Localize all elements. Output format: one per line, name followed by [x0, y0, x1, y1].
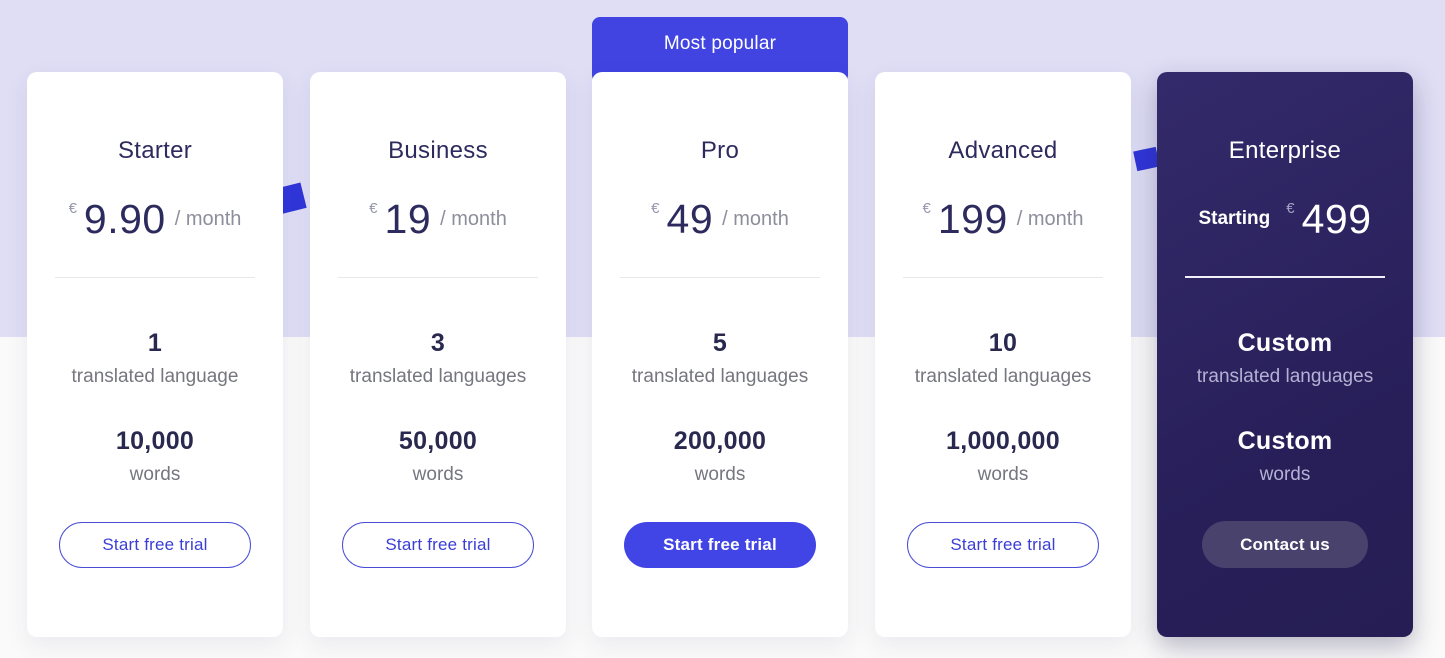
- languages-label: translated languages: [631, 366, 809, 387]
- price-row: € 9.90 / month: [69, 195, 242, 243]
- price-period: / month: [440, 207, 507, 230]
- plan-name: Business: [388, 137, 488, 164]
- words-label: words: [1259, 464, 1311, 485]
- languages-value: 10: [988, 329, 1018, 357]
- languages-label: translated languages: [349, 366, 527, 387]
- words-label: words: [129, 464, 181, 485]
- divider: [55, 277, 255, 278]
- words-value: 10,000: [115, 427, 195, 455]
- currency-symbol: €: [68, 200, 77, 217]
- plan-name: Enterprise: [1228, 137, 1342, 164]
- plan-card-starter: Starter € 9.90 / month 1 translated lang…: [27, 72, 283, 637]
- languages-value: 5: [712, 329, 728, 357]
- languages-value: 1: [147, 329, 163, 357]
- price-row: € 19 / month: [369, 195, 507, 243]
- plan-name: Pro: [700, 137, 740, 164]
- price-period: / month: [174, 207, 242, 230]
- words-label: words: [977, 464, 1029, 485]
- price-amount: 19: [384, 195, 432, 242]
- price-amount: 9.90: [83, 195, 166, 242]
- start-free-trial-button[interactable]: Start free trial: [624, 522, 816, 568]
- words-value: 1,000,000: [946, 427, 1060, 455]
- plan-name: Advanced: [948, 137, 1058, 164]
- plan-card-enterprise: Enterprise Starting € 499 Custom transla…: [1157, 72, 1413, 637]
- plan-name: Starter: [117, 137, 193, 164]
- divider: [620, 277, 820, 278]
- words-label: words: [694, 464, 746, 485]
- divider: [1185, 276, 1385, 278]
- price-row: € 49 / month: [651, 195, 789, 243]
- price-amount: 499: [1301, 195, 1372, 242]
- plan-card-business: Business € 19 / month 3 translated langu…: [310, 72, 566, 637]
- words-label: words: [412, 464, 464, 485]
- contact-us-button[interactable]: Contact us: [1202, 521, 1368, 568]
- plan-card-advanced: Advanced € 199 / month 10 translated lan…: [875, 72, 1131, 637]
- divider: [338, 277, 538, 278]
- price-amount: 49: [666, 195, 714, 242]
- currency-symbol: €: [651, 200, 660, 217]
- words-value: 50,000: [398, 427, 478, 455]
- plan-card-pro: Pro € 49 / month 5 translated languages …: [592, 72, 848, 637]
- words-value: Custom: [1237, 427, 1333, 455]
- price-row: € 199 / month: [923, 195, 1084, 243]
- price-row: Starting € 499: [1198, 195, 1371, 243]
- price-prefix: Starting: [1198, 208, 1271, 229]
- currency-symbol: €: [369, 200, 378, 217]
- most-popular-badge-label: Most popular: [663, 33, 777, 54]
- currency-symbol: €: [922, 200, 931, 217]
- start-free-trial-button[interactable]: Start free trial: [59, 522, 251, 568]
- start-free-trial-button[interactable]: Start free trial: [907, 522, 1099, 568]
- languages-label: translated languages: [914, 366, 1092, 387]
- price-period: / month: [1016, 207, 1084, 230]
- words-value: 200,000: [673, 427, 767, 455]
- divider: [903, 277, 1103, 278]
- price-period: / month: [722, 207, 789, 230]
- languages-label: translated languages: [1196, 366, 1374, 387]
- languages-label: translated language: [71, 366, 239, 387]
- start-free-trial-button[interactable]: Start free trial: [342, 522, 534, 568]
- currency-symbol: €: [1286, 200, 1295, 217]
- languages-value: Custom: [1237, 329, 1333, 357]
- price-amount: 199: [937, 195, 1008, 242]
- languages-value: 3: [430, 329, 446, 357]
